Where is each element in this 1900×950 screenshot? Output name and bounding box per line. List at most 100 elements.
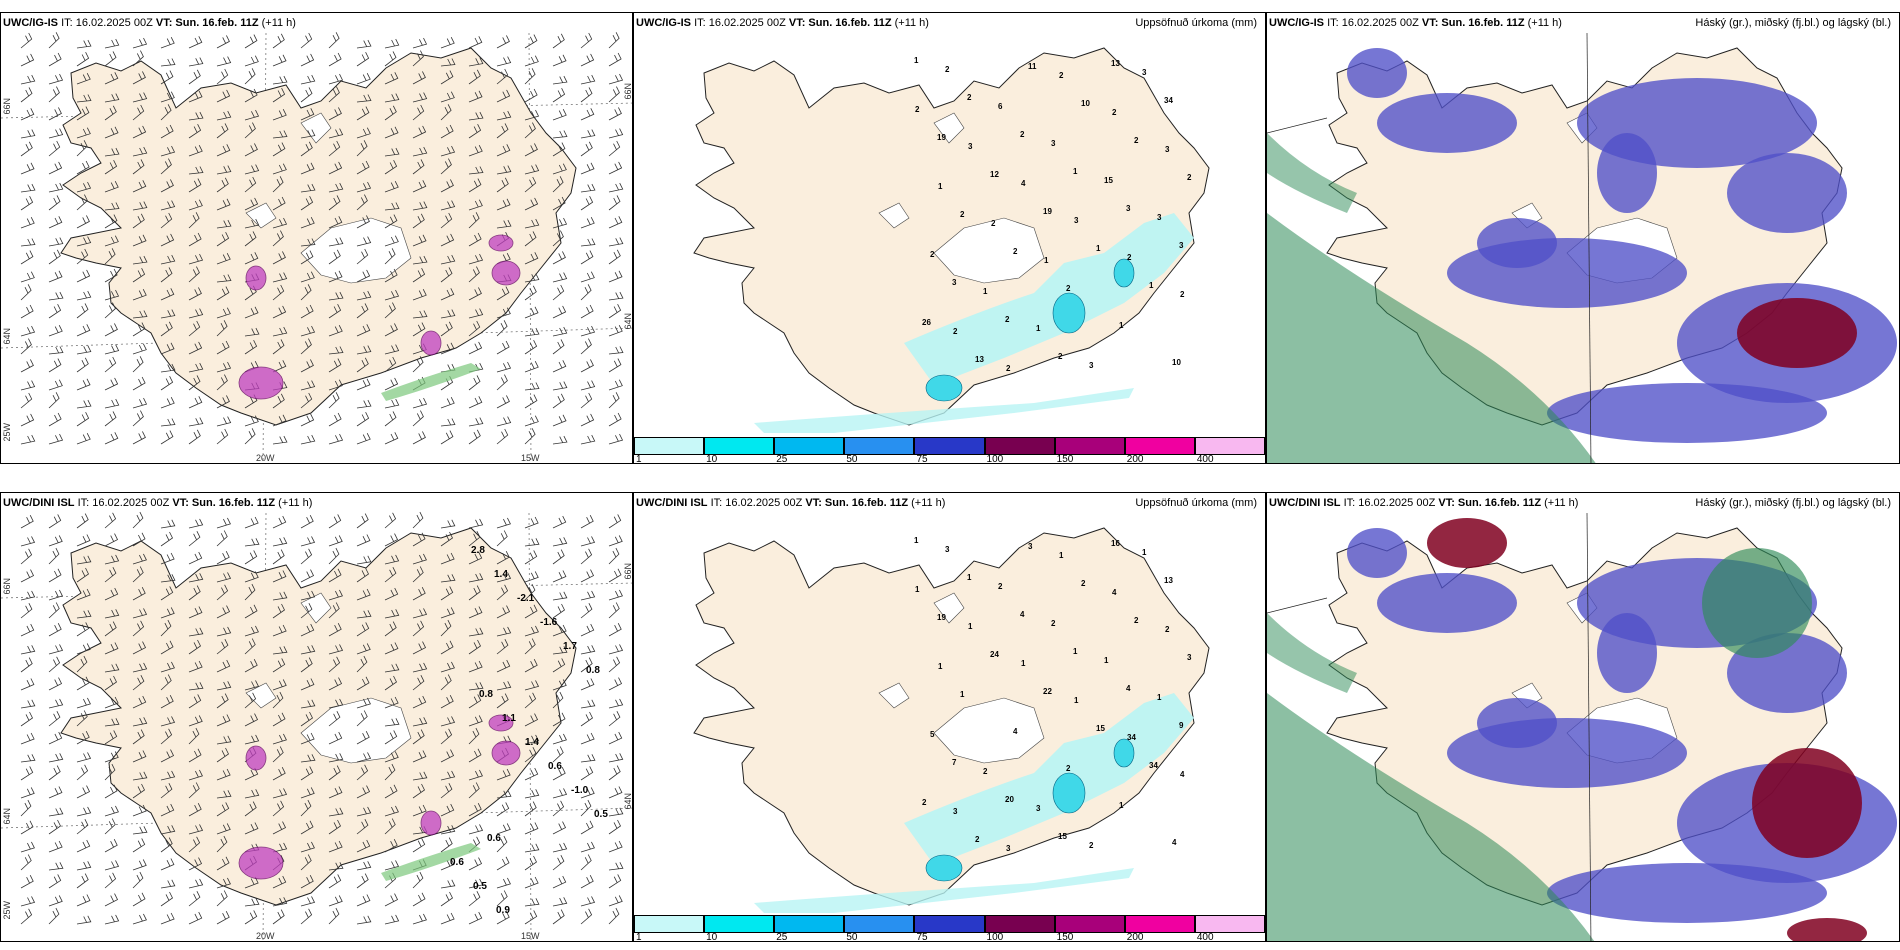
wind-barb bbox=[244, 583, 256, 601]
wind-barb bbox=[496, 551, 510, 565]
wind-barb bbox=[272, 339, 285, 355]
wind-barb bbox=[272, 591, 288, 601]
wind-barb bbox=[132, 234, 147, 247]
wind-barb bbox=[608, 270, 623, 283]
wind-barb bbox=[300, 32, 313, 49]
wind-barb bbox=[216, 340, 230, 355]
wind-barb bbox=[216, 877, 231, 889]
wind-barb bbox=[244, 604, 258, 619]
wind-barb bbox=[76, 236, 92, 247]
wind-barb bbox=[524, 638, 536, 655]
wind-barb bbox=[552, 33, 565, 49]
wind-barb bbox=[216, 165, 232, 175]
wind-barb bbox=[552, 326, 568, 337]
wind-barb bbox=[300, 325, 316, 337]
wind-barb bbox=[496, 144, 511, 157]
wind-barb bbox=[244, 625, 259, 637]
wind-barb bbox=[76, 861, 92, 871]
wind-barb bbox=[356, 785, 371, 799]
wind-barb bbox=[440, 716, 456, 727]
wind-barb bbox=[384, 289, 400, 301]
wind-barb bbox=[216, 802, 230, 817]
wind-barb bbox=[300, 569, 315, 583]
precip-value: 2 bbox=[967, 93, 972, 102]
precip-area bbox=[754, 388, 1134, 433]
wind-barb bbox=[580, 699, 596, 709]
precip-value: 3 bbox=[968, 142, 973, 151]
colorbar-swatch bbox=[984, 437, 1055, 455]
wind-barb bbox=[160, 200, 176, 211]
wind-barb bbox=[440, 661, 455, 673]
precip-value: 2 bbox=[930, 250, 935, 259]
wind-barb bbox=[20, 515, 34, 529]
wind-barb bbox=[580, 325, 596, 337]
wind-barb bbox=[328, 589, 343, 601]
precip-value: 34 bbox=[1127, 733, 1136, 742]
wind-barb bbox=[188, 682, 204, 691]
wind-barb bbox=[440, 783, 453, 799]
wind-barb bbox=[328, 140, 341, 157]
wind-barb bbox=[244, 68, 256, 85]
wind-barb bbox=[468, 396, 483, 409]
panel-precip-bottom: UWC/DINI ISL IT: 16.02.2025 00Z VT: Sun.… bbox=[633, 492, 1266, 942]
wind-barb bbox=[216, 219, 232, 229]
wind-barb bbox=[160, 179, 174, 193]
init-time: IT: 16.02.2025 00Z bbox=[1343, 497, 1436, 509]
wind-barb bbox=[272, 272, 288, 283]
wind-barb bbox=[356, 324, 371, 337]
wind-barb bbox=[608, 128, 624, 139]
wind-barb bbox=[272, 360, 287, 373]
wind-barb bbox=[216, 735, 232, 745]
wind-barb bbox=[524, 340, 538, 355]
wind-barb bbox=[188, 287, 202, 301]
wind-barb bbox=[552, 788, 568, 799]
wind-barb bbox=[412, 431, 426, 445]
wind-barb bbox=[76, 399, 92, 409]
precip-value: 2 bbox=[991, 219, 996, 228]
wind-barb bbox=[272, 537, 288, 547]
wind-barb bbox=[160, 640, 174, 655]
wind-barb bbox=[524, 382, 540, 391]
wind-barb bbox=[300, 590, 316, 601]
wind-barb bbox=[132, 180, 147, 193]
wind-barb bbox=[104, 696, 119, 709]
wind-barb bbox=[524, 734, 540, 745]
wind-barb bbox=[524, 176, 537, 193]
wind-barb bbox=[300, 434, 316, 445]
wind-barb bbox=[328, 325, 343, 337]
glacier bbox=[878, 202, 910, 229]
wind-barb bbox=[20, 645, 36, 655]
wind-barb bbox=[216, 551, 230, 565]
low-cloud bbox=[1427, 518, 1507, 568]
wind-barb bbox=[496, 877, 511, 889]
wind-barb bbox=[468, 769, 483, 781]
wind-barb bbox=[300, 338, 312, 355]
wind-barb bbox=[244, 571, 259, 583]
wind-barb bbox=[20, 623, 35, 637]
wind-barb bbox=[216, 911, 230, 925]
wind-barb bbox=[384, 51, 397, 67]
wind-barb bbox=[216, 584, 229, 601]
wind-barb bbox=[76, 622, 90, 637]
glacier bbox=[878, 682, 910, 709]
wind-barb bbox=[468, 429, 481, 445]
precip-value: 19 bbox=[937, 613, 946, 622]
wind-barb bbox=[160, 531, 174, 547]
wind-barb bbox=[104, 160, 118, 175]
precip-value: 2 bbox=[922, 798, 927, 807]
wind-barb bbox=[76, 806, 92, 817]
wind-barb bbox=[412, 146, 428, 157]
wind-barb bbox=[580, 338, 592, 355]
wind-barb bbox=[216, 56, 232, 67]
wind-barb bbox=[76, 303, 89, 319]
wind-barb bbox=[356, 433, 371, 445]
wind-barb bbox=[524, 197, 539, 211]
wind-barb bbox=[160, 661, 175, 673]
wind-barb bbox=[608, 304, 622, 319]
wind-barb bbox=[216, 307, 231, 319]
wind-barb bbox=[300, 87, 313, 103]
wind-barb bbox=[496, 177, 509, 193]
mid-cloud bbox=[1597, 613, 1657, 693]
wind-barb bbox=[20, 536, 36, 547]
wind-barb bbox=[328, 602, 340, 619]
